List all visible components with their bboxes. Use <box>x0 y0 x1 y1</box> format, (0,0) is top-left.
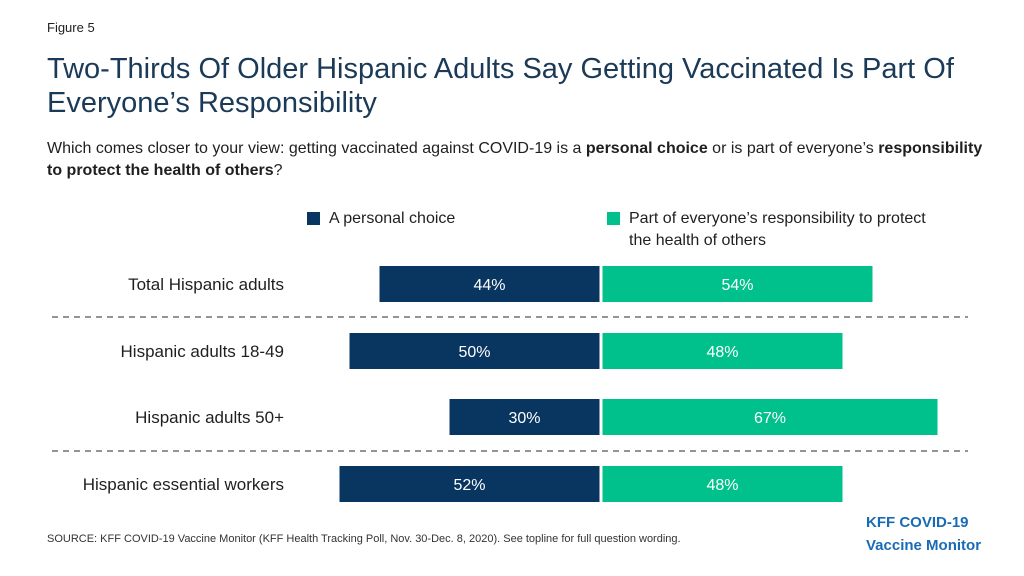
bar-personal-choice <box>339 466 600 502</box>
data-label-responsibility: 48% <box>706 344 738 361</box>
data-label-personal-choice: 30% <box>508 410 540 427</box>
legend-item-responsibility: Part of everyone’s responsibility to pro… <box>607 208 937 252</box>
diverging-bar-chart: Total Hispanic adults 44% 54% Hispanic adul… <box>52 266 968 502</box>
bar-responsibility <box>602 333 843 369</box>
bar-personal-choice <box>449 399 600 435</box>
category-label: Total Hispanic adults <box>128 275 284 294</box>
source-note: SOURCE: KFF COVID-19 Vaccine Monitor (KF… <box>47 533 681 545</box>
category-label: Hispanic essential workers <box>83 475 284 494</box>
category-label: Hispanic adults 50+ <box>135 408 284 427</box>
legend-swatch-responsibility <box>607 212 620 225</box>
data-label-personal-choice: 52% <box>453 477 485 494</box>
figure-label: Figure 5 <box>47 20 95 35</box>
kff-logo: KFF COVID-19 Vaccine Monitor <box>866 511 981 557</box>
category-label: Hispanic adults 18-49 <box>121 342 284 361</box>
data-label-responsibility: 67% <box>754 410 786 427</box>
subtitle-text-3: ? <box>273 162 283 179</box>
bar-responsibility <box>602 266 873 302</box>
logo-line-1: KFF COVID-19 <box>866 514 969 531</box>
subtitle-text-1: Which comes closer to your view: getting… <box>47 140 586 157</box>
data-label-responsibility: 54% <box>721 277 753 294</box>
subtitle-text-2: or is part of everyone’s <box>707 140 879 157</box>
bar-personal-choice <box>349 333 600 369</box>
subtitle-bold-2: responsibility to protect the health of … <box>47 140 983 179</box>
data-label-personal-choice: 50% <box>458 344 490 361</box>
data-label-personal-choice: 44% <box>473 277 505 294</box>
chart-subtitle: Which comes closer to your view: getting… <box>47 138 987 182</box>
legend-label-responsibility: Part of everyone’s responsibility to pro… <box>629 210 926 249</box>
subtitle-bold-1: personal choice <box>585 140 708 157</box>
legend-label-personal-choice: A personal choice <box>329 210 456 227</box>
legend-item-personal-choice: A personal choice <box>307 208 455 230</box>
chart-title: Two-Thirds Of Older Hispanic Adults Say … <box>47 53 954 119</box>
data-label-responsibility: 48% <box>706 477 738 494</box>
bar-responsibility <box>602 399 938 435</box>
logo-line-2: Vaccine Monitor <box>866 537 982 554</box>
bar-responsibility <box>602 466 843 502</box>
bar-personal-choice <box>379 266 600 302</box>
legend-swatch-personal-choice <box>307 212 320 225</box>
